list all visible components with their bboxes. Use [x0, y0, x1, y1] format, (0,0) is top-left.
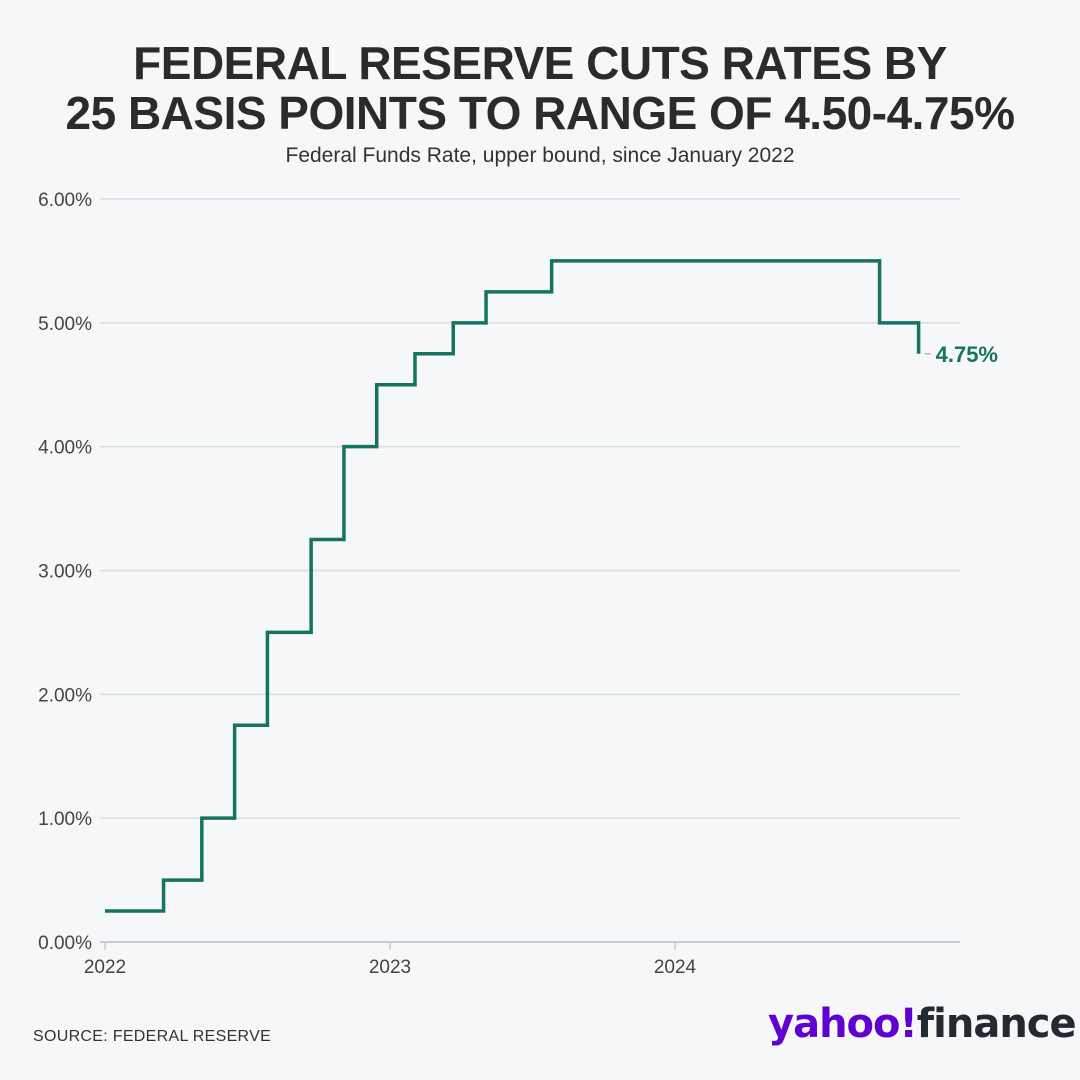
- y-tick-label: 6.00%: [38, 190, 92, 211]
- y-tick-label: 5.00%: [38, 314, 92, 335]
- end-value-label: 4.75%: [936, 342, 998, 367]
- yahoo-finance-logo: yahoo!finance: [768, 1001, 1077, 1047]
- rate-step-line: [105, 259, 921, 913]
- y-tick-label: 2.00%: [38, 685, 92, 706]
- chart-title: FEDERAL RESERVE CUTS RATES BY 25 BASIS P…: [0, 38, 1080, 138]
- y-tick-label: 3.00%: [38, 562, 92, 583]
- title-line-1: FEDERAL RESERVE CUTS RATES BY: [133, 37, 947, 89]
- source-note: SOURCE: FEDERAL RESERVE: [33, 1028, 272, 1045]
- y-tick-label: 0.00%: [38, 933, 92, 954]
- logo-brand: yahoo!: [768, 1001, 918, 1047]
- logo-product: finance: [916, 1001, 1077, 1047]
- x-tick-label: 2023: [369, 957, 411, 978]
- y-tick-label: 4.00%: [38, 438, 92, 459]
- title-line-2: 25 BASIS POINTS TO RANGE OF 4.50-4.75%: [65, 87, 1016, 139]
- y-tick-label: 1.00%: [38, 809, 92, 830]
- chart-subtitle: Federal Funds Rate, upper bound, since J…: [285, 144, 795, 167]
- x-tick-label: 2022: [84, 957, 126, 978]
- rate-chart: 0.00% 1.00% 2.00% 3.00% 4.00% 5.00% 6.00% 2022 2…: [38, 190, 998, 978]
- x-tick-label: 2024: [654, 957, 697, 978]
